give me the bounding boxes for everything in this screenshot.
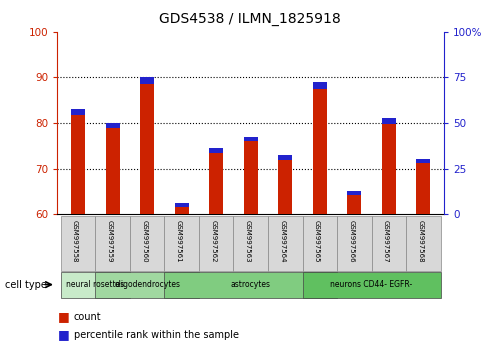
Bar <box>337 216 372 271</box>
Text: ■: ■ <box>57 328 69 341</box>
Text: ■: ■ <box>57 310 69 323</box>
Text: count: count <box>74 312 101 322</box>
Bar <box>61 216 95 271</box>
Bar <box>244 137 257 142</box>
Bar <box>95 272 199 298</box>
Bar <box>175 203 189 214</box>
Bar <box>140 78 154 214</box>
Bar <box>406 216 441 271</box>
Text: GSM997567: GSM997567 <box>383 220 389 263</box>
Text: GSM997564: GSM997564 <box>279 220 285 263</box>
Bar <box>71 109 85 214</box>
Bar <box>302 272 441 298</box>
Text: percentile rank within the sample: percentile rank within the sample <box>74 330 239 339</box>
Text: GSM997559: GSM997559 <box>107 220 113 263</box>
Text: cell type: cell type <box>5 280 47 290</box>
Text: neural rosettes: neural rosettes <box>66 280 124 289</box>
Text: GSM997565: GSM997565 <box>314 220 320 263</box>
Bar <box>278 155 292 160</box>
Bar <box>313 82 327 89</box>
Text: GSM997562: GSM997562 <box>210 220 216 263</box>
Text: GSM997561: GSM997561 <box>176 220 182 263</box>
Text: GSM997568: GSM997568 <box>417 220 423 263</box>
Bar <box>175 203 189 207</box>
Bar <box>372 216 406 271</box>
Bar <box>417 159 430 214</box>
Bar <box>165 272 337 298</box>
Bar <box>106 123 120 214</box>
Bar <box>61 272 130 298</box>
Text: oligodendrocytes: oligodendrocytes <box>114 280 180 289</box>
Bar <box>268 216 302 271</box>
Bar <box>234 216 268 271</box>
Bar <box>95 216 130 271</box>
Bar <box>382 119 396 214</box>
Bar <box>382 119 396 124</box>
Bar <box>71 109 85 115</box>
Bar <box>140 78 154 84</box>
Bar <box>417 159 430 164</box>
Bar <box>347 192 361 195</box>
Text: GSM997560: GSM997560 <box>141 220 147 263</box>
Bar <box>106 123 120 128</box>
Text: GSM997558: GSM997558 <box>72 220 78 263</box>
Text: GDS4538 / ILMN_1825918: GDS4538 / ILMN_1825918 <box>159 12 340 27</box>
Bar <box>244 137 257 214</box>
Bar <box>130 216 165 271</box>
Text: GSM997566: GSM997566 <box>348 220 354 263</box>
Text: GSM997563: GSM997563 <box>245 220 251 263</box>
Bar <box>165 216 199 271</box>
Bar <box>199 216 234 271</box>
Bar <box>278 155 292 214</box>
Bar <box>209 148 223 153</box>
Text: neurons CD44- EGFR-: neurons CD44- EGFR- <box>330 280 413 289</box>
Bar <box>209 148 223 214</box>
Bar <box>302 216 337 271</box>
Bar <box>313 82 327 214</box>
Text: astrocytes: astrocytes <box>231 280 271 289</box>
Bar <box>347 192 361 214</box>
